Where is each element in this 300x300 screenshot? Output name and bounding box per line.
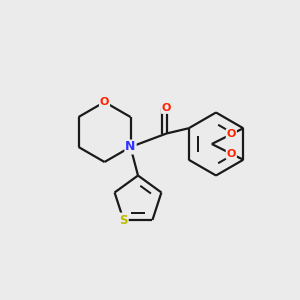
Text: S: S	[119, 214, 128, 226]
Text: O: O	[100, 97, 109, 107]
Text: N: N	[125, 140, 136, 154]
Text: O: O	[162, 103, 171, 113]
Text: O: O	[226, 149, 236, 159]
Text: O: O	[226, 129, 236, 139]
